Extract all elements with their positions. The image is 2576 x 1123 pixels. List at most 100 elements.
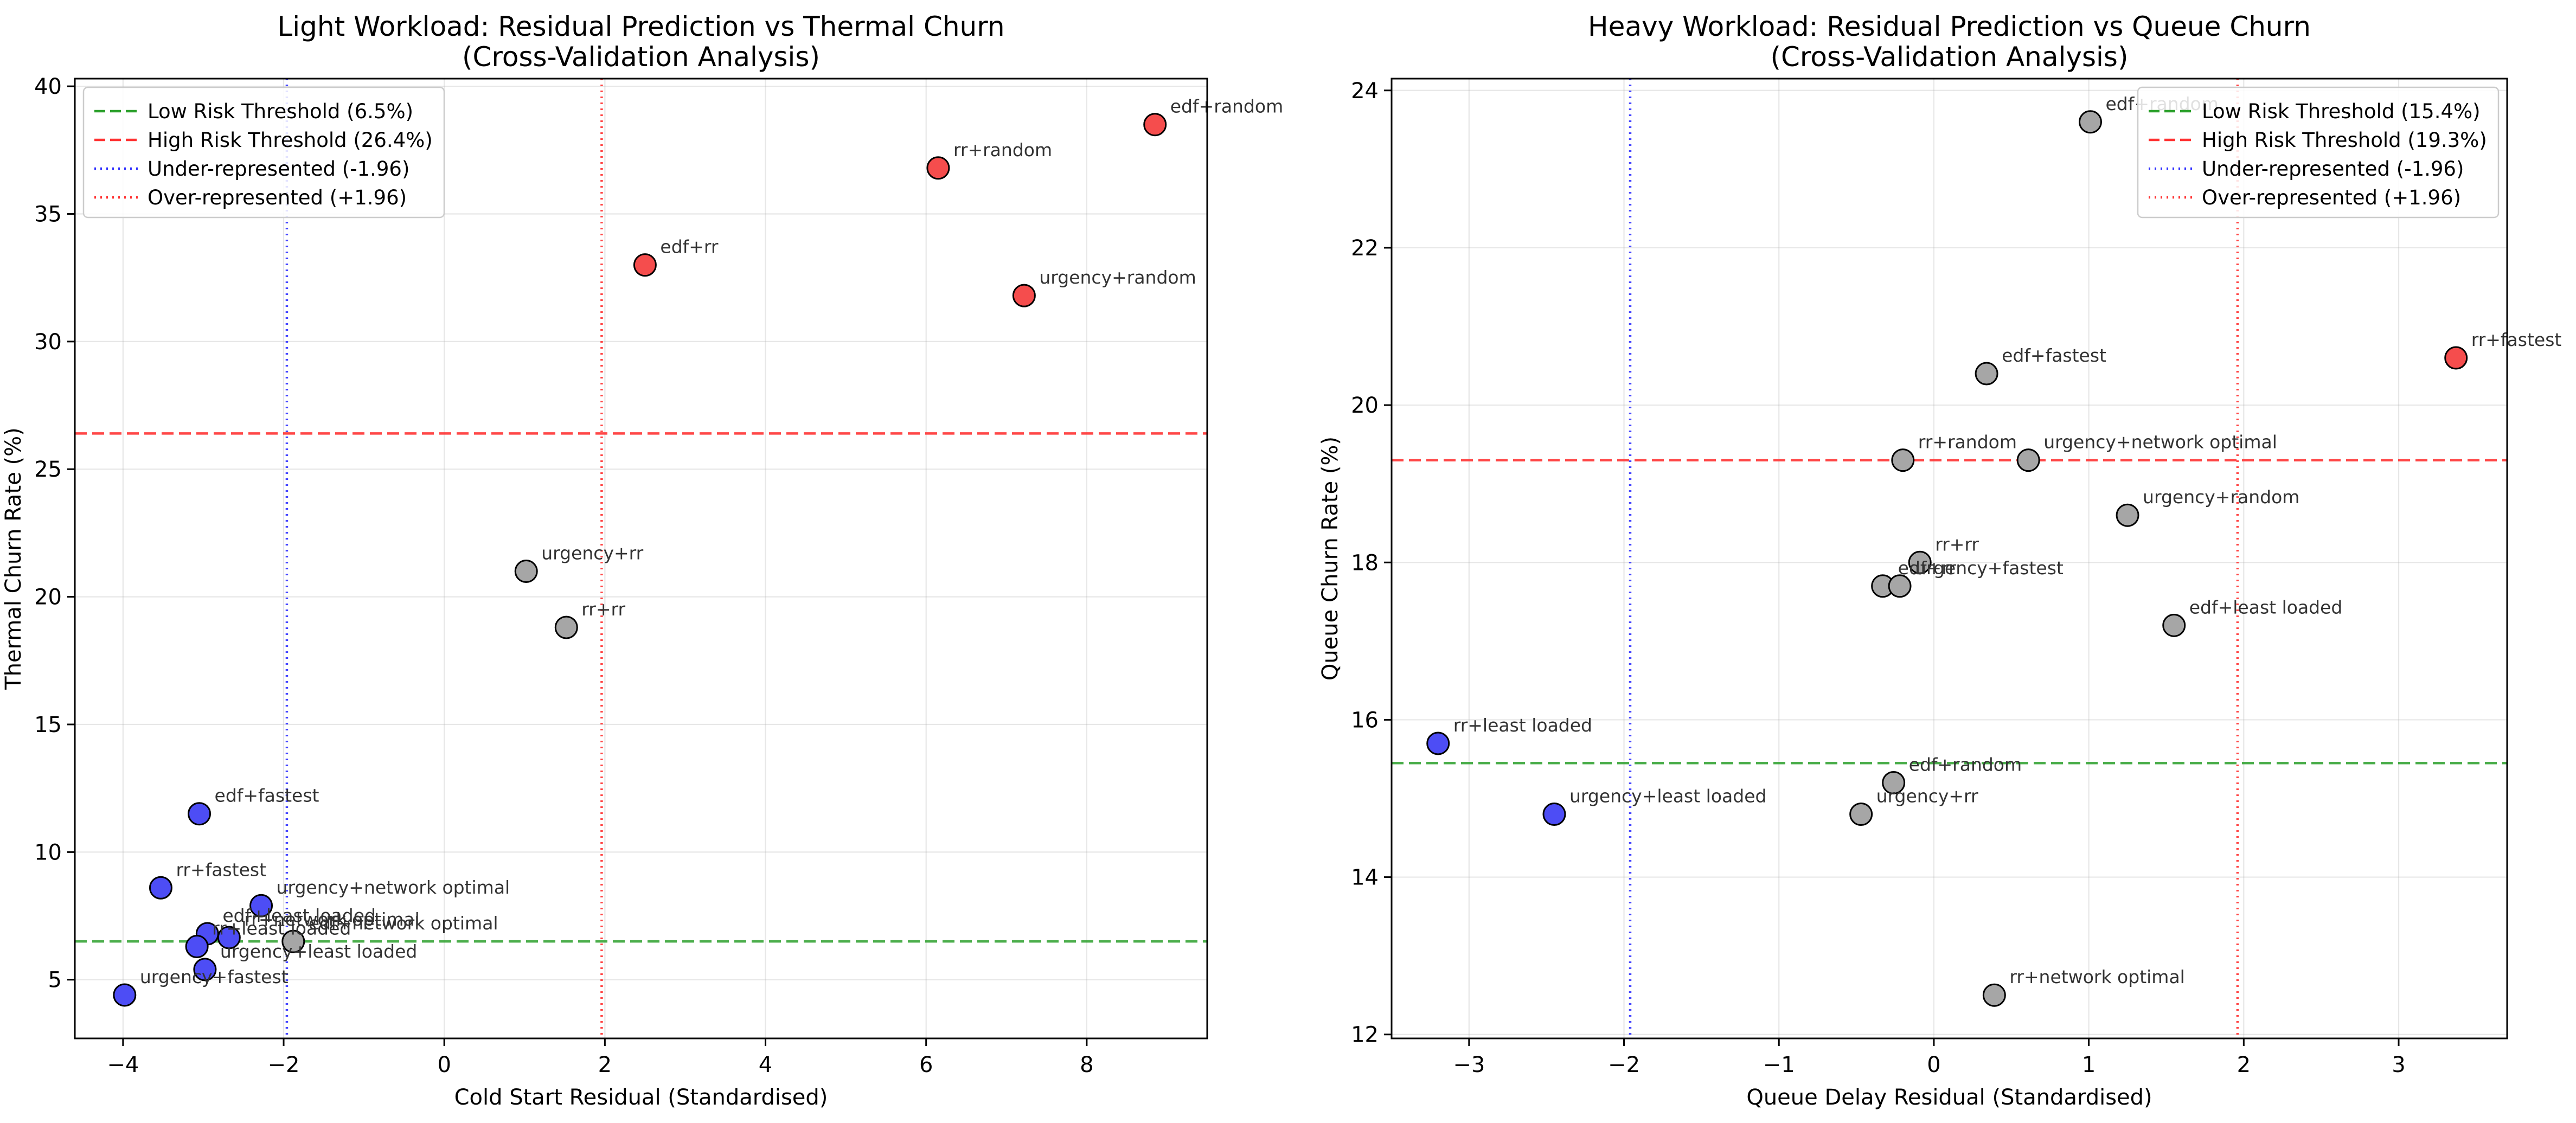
- heavy-x-tick-label: 1: [2082, 1053, 2096, 1077]
- heavy-y-tick-label: 18: [1351, 550, 1379, 575]
- light-x-tick-label: 8: [1080, 1053, 1093, 1077]
- heavy-point-label: rr+fastest: [2471, 329, 2562, 350]
- light-chart-subtitle: (Cross-Validation Analysis): [462, 41, 820, 73]
- heavy-reference-lines: [1392, 79, 2507, 1038]
- light-point-label: rr+least loaded: [212, 918, 351, 939]
- heavy-points: [1426, 110, 2468, 1007]
- light-point-label: edf+rr: [660, 236, 719, 258]
- heavy-legend-label: Over-represented (+1.96): [2202, 186, 2461, 209]
- light-point-label: rr+network optimal: [244, 909, 419, 930]
- heavy-point-rr-network-optimal: [1982, 983, 2006, 1007]
- heavy-point-label: urgency+least loaded: [1569, 786, 1766, 807]
- light-point-urgency-rr: [514, 560, 538, 583]
- light-legend-box: [82, 86, 445, 219]
- light-point-rr-random: [926, 156, 950, 180]
- light-point-label: rr+rr: [581, 599, 625, 620]
- heavy-point-urgency-random: [2116, 503, 2139, 527]
- heavy-point-urgency-rr: [1849, 803, 1873, 826]
- light-point-rr-rr: [554, 615, 578, 639]
- heavy-chart-title: Heavy Workload: Residual Prediction vs Q…: [1588, 11, 2311, 42]
- light-legend: Low Risk Threshold (6.5%) High Risk Thres…: [82, 86, 445, 219]
- light-x-tick-label: 2: [598, 1053, 612, 1077]
- heavy-point-edf-random: [1882, 771, 1906, 794]
- heavy-y-tick-label: 22: [1351, 236, 1379, 261]
- heavy-legend-label: Under-represented (-1.96): [2202, 157, 2464, 181]
- light-x-tick-label: −2: [268, 1053, 300, 1077]
- light-x-axis-label: Cold Start Residual (Standardised): [454, 1085, 828, 1110]
- light-point-urgency-random: [1012, 284, 1036, 307]
- heavy-y-axis-label: Queue Churn Rate (%): [1318, 437, 1343, 681]
- heavy-point-rr-least-loaded: [1426, 731, 1450, 755]
- light-point-urgency-fastest: [113, 983, 137, 1007]
- light-point-labels: edf+random rr+random edf+rr urgency+random u…: [140, 96, 1283, 987]
- light-point-label: rr+random: [953, 139, 1052, 161]
- light-point-label: urgency+fastest: [140, 966, 289, 987]
- heavy-legend-box: [2137, 86, 2500, 219]
- light-grid: [75, 79, 1207, 1038]
- light-ticks: −4 −2 0 2 4 6 8 5 10 15 20 25 30 35 40: [34, 74, 1094, 1077]
- light-point-edf-random: [1143, 113, 1167, 137]
- light-x-tick-label: 4: [759, 1053, 772, 1077]
- light-point-label: urgency+network optimal: [277, 877, 510, 898]
- light-x-tick-label: 6: [919, 1053, 933, 1077]
- heavy-point-edf-least-loaded: [2162, 613, 2186, 637]
- light-legend-label: Low Risk Threshold (6.5%): [148, 100, 413, 123]
- light-reference-lines: [75, 79, 1207, 1038]
- light-y-tick-label: 40: [34, 74, 62, 99]
- heavy-workload-chart: edf+random rr+fastest edf+fastest rr+random…: [1318, 11, 2561, 1110]
- heavy-point-label: rr+network optimal: [2009, 966, 2185, 987]
- heavy-point-urgency-network-optimal: [2016, 448, 2040, 472]
- light-point-label: urgency+least loaded: [220, 941, 417, 962]
- heavy-x-tick-label: 0: [1927, 1053, 1940, 1077]
- heavy-legend-label: Low Risk Threshold (15.4%): [2202, 100, 2481, 123]
- light-y-axis-label: Thermal Churn Rate (%): [1, 427, 26, 690]
- heavy-y-tick-label: 16: [1351, 708, 1379, 733]
- light-y-tick-label: 15: [34, 713, 62, 737]
- heavy-y-tick-label: 14: [1351, 865, 1379, 890]
- heavy-x-tick-label: 2: [2237, 1053, 2251, 1077]
- light-plot-area: [75, 79, 1207, 1038]
- heavy-x-tick-label: 3: [2392, 1053, 2405, 1077]
- heavy-point-label: rr+least loaded: [1453, 715, 1592, 736]
- light-plot-frame: [74, 78, 1208, 1039]
- heavy-point-label: edf+fastest: [2002, 345, 2106, 366]
- light-y-tick-label: 20: [34, 585, 62, 610]
- light-point-urgency-least-loaded: [193, 958, 217, 981]
- heavy-plot-area: [1392, 79, 2507, 1038]
- heavy-point-urgency-fastest: [1888, 574, 1912, 598]
- light-point-label: rr+fastest: [176, 859, 266, 880]
- heavy-point-label: urgency+network optimal: [2043, 432, 2277, 453]
- light-point-edf-rr: [633, 253, 657, 277]
- light-y-tick-label: 35: [34, 202, 62, 227]
- heavy-point-rr-random: [1891, 448, 1915, 472]
- heavy-point-label: rr+random: [1918, 432, 2017, 453]
- heavy-x-tick-label: −1: [1763, 1053, 1795, 1077]
- heavy-point-label: edf+rr: [1898, 557, 1957, 579]
- heavy-point-rr-fastest: [2444, 346, 2468, 370]
- light-workload-chart: edf+random rr+random edf+rr urgency+random u…: [1, 11, 1283, 1110]
- light-x-tick-label: 0: [437, 1053, 451, 1077]
- heavy-plot-frame: [1390, 78, 2508, 1039]
- heavy-x-tick-label: −2: [1608, 1053, 1640, 1077]
- light-point-rr-least-loaded: [185, 935, 209, 959]
- heavy-point-labels: edf+random rr+fastest edf+fastest rr+random…: [1453, 93, 2562, 987]
- light-point-urgency-network-optimal: [249, 894, 273, 917]
- heavy-point-label: urgency+fastest: [1915, 557, 2064, 579]
- light-y-tick-label: 30: [34, 330, 62, 355]
- light-y-tick-label: 5: [48, 968, 62, 993]
- heavy-legend-label: High Risk Threshold (19.3%): [2202, 129, 2487, 152]
- heavy-y-tick-label: 12: [1351, 1023, 1379, 1048]
- heavy-point-label: rr+rr: [1935, 534, 1979, 555]
- heavy-x-axis-label: Queue Delay Residual (Standardised): [1746, 1085, 2152, 1110]
- light-legend-label: Over-represented (+1.96): [148, 186, 407, 209]
- light-x-tick-label: −4: [107, 1053, 139, 1077]
- light-point-label: edf+random: [1170, 96, 1284, 117]
- heavy-legend: Low Risk Threshold (15.4%) High Risk Thre…: [2137, 86, 2500, 219]
- heavy-point-edf-fastest: [1975, 362, 1998, 386]
- light-legend-label: Under-represented (-1.96): [148, 157, 409, 181]
- heavy-point-edf-random: [2078, 110, 2102, 134]
- heavy-point-urgency-least-loaded: [1542, 803, 1566, 826]
- light-y-tick-label: 10: [34, 840, 62, 865]
